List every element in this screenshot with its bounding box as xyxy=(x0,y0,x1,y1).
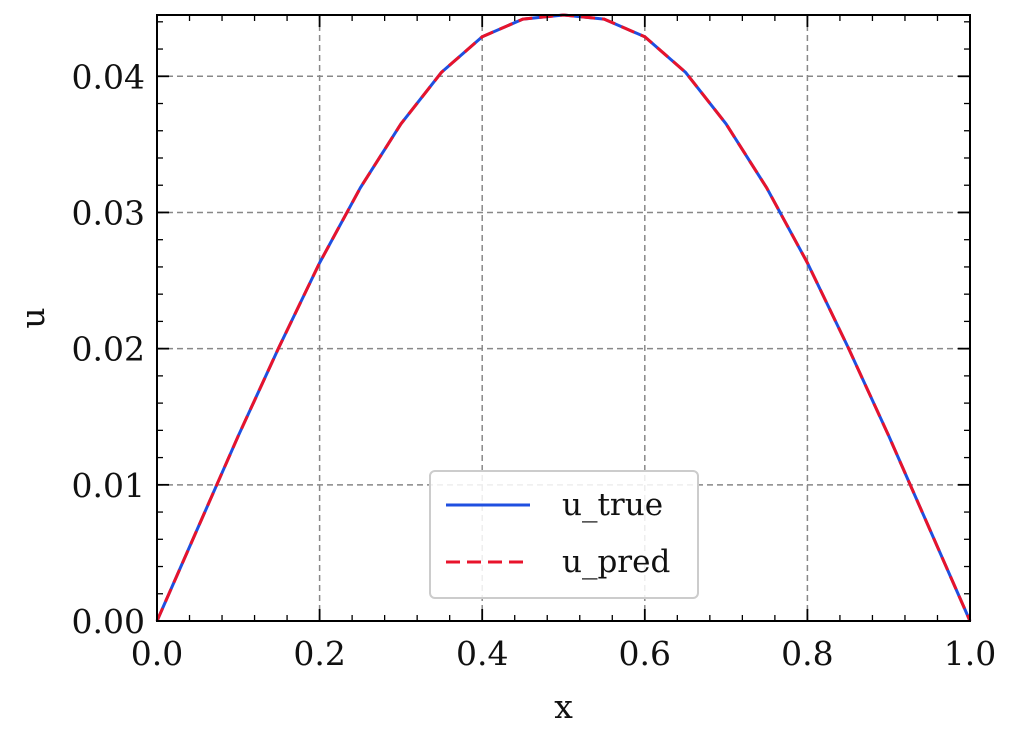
y-tick-label: 0.01 xyxy=(72,466,145,505)
x-tick-label: 0.8 xyxy=(781,634,833,673)
y-axis-label: u xyxy=(13,307,52,328)
x-tick-label: 0.4 xyxy=(456,634,508,673)
x-tick-label: 0.2 xyxy=(293,634,345,673)
x-tick-label: 0.6 xyxy=(619,634,671,673)
grid-lines xyxy=(157,15,970,621)
legend-label-u-true: u_true xyxy=(562,487,663,523)
x-tick-label: 0.0 xyxy=(131,634,183,673)
tick-labels: 0.0 0.2 0.4 0.6 0.8 1.0 0.00 0.01 0.02 0.03 0.04 xyxy=(72,57,997,673)
x-axis-label: x xyxy=(554,687,573,726)
y-tick-label: 0.02 xyxy=(72,330,145,369)
axis-ticks xyxy=(156,15,971,622)
y-tick-label: 0.00 xyxy=(72,602,145,641)
x-tick-label: 1.0 xyxy=(944,634,996,673)
legend: u_true u_pred xyxy=(429,470,699,599)
legend-label-u-pred: u_pred xyxy=(562,544,670,580)
legend-box xyxy=(429,470,699,599)
y-tick-label: 0.04 xyxy=(72,57,145,96)
y-tick-label: 0.03 xyxy=(72,193,145,232)
plot-frame xyxy=(156,14,971,622)
